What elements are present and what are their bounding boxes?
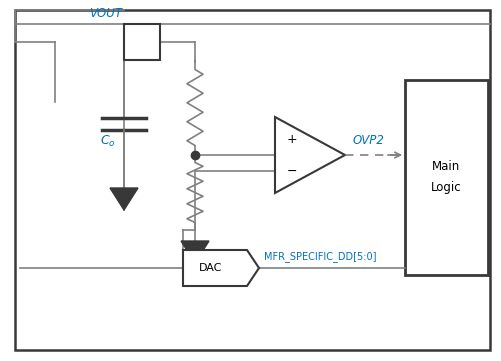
- Polygon shape: [183, 250, 259, 286]
- Text: VOUT: VOUT: [89, 7, 122, 20]
- Text: OVP2: OVP2: [353, 134, 385, 147]
- Text: Main
Logic: Main Logic: [431, 161, 462, 195]
- Bar: [405, 80, 488, 275]
- Polygon shape: [181, 241, 209, 263]
- Polygon shape: [110, 188, 138, 210]
- Bar: [124, 24, 160, 60]
- Polygon shape: [275, 117, 345, 193]
- Text: +: +: [287, 132, 298, 145]
- Text: $C_o$: $C_o$: [100, 134, 116, 148]
- Text: MFR_SPECIFIC_DD[5:0]: MFR_SPECIFIC_DD[5:0]: [264, 251, 376, 262]
- Text: DAC: DAC: [199, 263, 222, 273]
- Text: −: −: [287, 165, 298, 178]
